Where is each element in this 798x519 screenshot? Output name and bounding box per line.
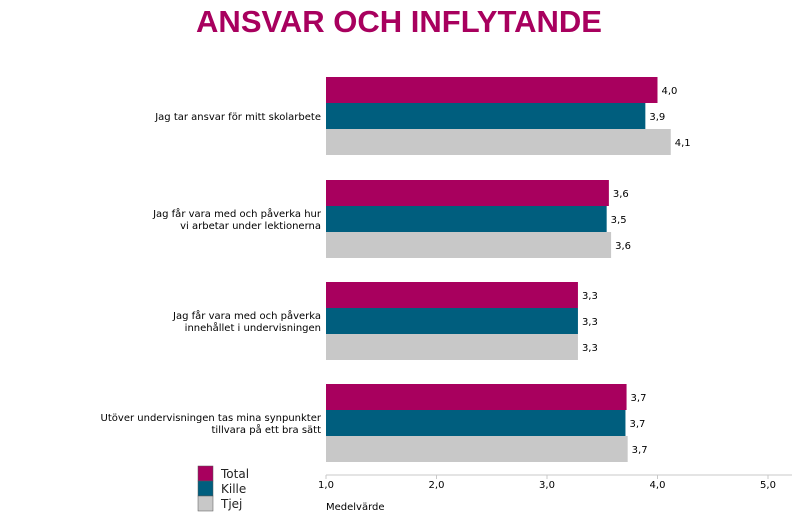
value-label: 3,5 [611, 215, 627, 226]
value-label: 3,7 [631, 393, 647, 404]
value-label: 3,6 [615, 241, 631, 252]
value-label: 4,1 [675, 138, 691, 149]
x-tick-label: 5,0 [760, 480, 776, 491]
bar-total-1 [326, 180, 609, 206]
legend-label: Tjej [220, 497, 242, 511]
bar-tjej-1 [326, 232, 612, 258]
bar-kille-0 [326, 103, 646, 129]
x-tick-label: 4,0 [650, 480, 666, 491]
category-label: Jag får vara med och påverka hur [152, 207, 322, 220]
category-label: innehållet i undervisningen [185, 321, 321, 334]
category-label: Utöver undervisningen tas mina synpunkte… [101, 413, 322, 424]
x-axis: 1,0 2,0 3,0 4,0 5,0 Medelvärde [318, 474, 792, 513]
bar-tjej-3 [326, 436, 628, 462]
category-label: Jag får vara med och påverka [172, 309, 321, 322]
x-axis-title: Medelvärde [326, 502, 385, 513]
value-label: 3,6 [613, 189, 629, 200]
value-label: 4,0 [662, 86, 678, 97]
bar-tjej-2 [326, 334, 578, 360]
legend-swatch-kille [197, 480, 214, 497]
x-tick-label: 1,0 [318, 480, 334, 491]
value-label: 3,7 [632, 445, 648, 456]
category-label: vi arbetar under lektionerna [180, 221, 321, 232]
category-labels: Jag tar ansvar för mitt skolarbete Jag få… [101, 112, 322, 436]
x-tick-label: 3,0 [539, 480, 555, 491]
category-label: Jag tar ansvar för mitt skolarbete [154, 112, 321, 123]
value-label: 3,3 [582, 343, 598, 354]
bar-total-2 [326, 282, 578, 308]
bars-layer: 4,0 3,9 4,1 3,6 3,5 3,6 3,3 3,3 3,3 3,7 3,7 3,7 [326, 77, 691, 462]
legend-swatch-tjej [197, 495, 214, 512]
legend-label: Kille [221, 482, 246, 496]
legend-swatch-total [197, 465, 214, 482]
value-label: 3,7 [629, 419, 645, 430]
value-label: 3,9 [649, 112, 665, 123]
bar-total-0 [326, 77, 658, 103]
category-label: tillvara på ett bra sätt [212, 423, 322, 436]
bar-tjej-0 [326, 129, 671, 155]
value-label: 3,3 [582, 291, 598, 302]
bar-total-3 [326, 384, 627, 410]
legend-label: Total [220, 467, 249, 481]
bar-kille-3 [326, 410, 626, 436]
bar-kille-1 [326, 206, 607, 232]
x-tick-label: 2,0 [429, 480, 445, 491]
bar-kille-2 [326, 308, 578, 334]
chart-title: ANSVAR OCH INFLYTANDE [196, 4, 602, 39]
value-label: 3,3 [582, 317, 598, 328]
